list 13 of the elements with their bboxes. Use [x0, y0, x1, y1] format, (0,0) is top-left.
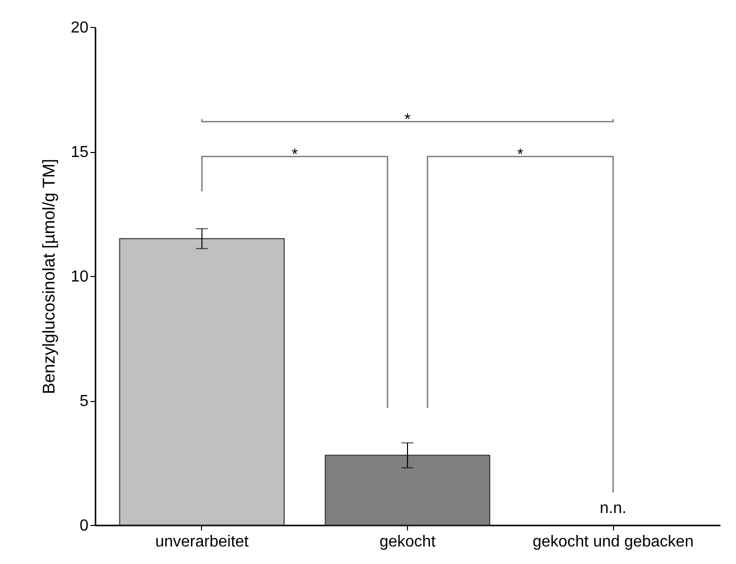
annotation: n.n. [600, 500, 626, 517]
annotation: * [292, 146, 298, 164]
annotation: * [517, 146, 524, 164]
x-tick-label: gekocht [379, 534, 436, 550]
y-tick-label: 10 [70, 268, 89, 286]
annotation: * [404, 112, 411, 129]
x-tick-label: unverarbeitet [155, 534, 250, 550]
y-tick-label: 20 [70, 20, 89, 36]
y-axis-title: Benzylglucosinolat [µmol/g TM] [40, 158, 59, 394]
y-tick-label: 0 [80, 518, 89, 534]
y-tick-label: 15 [70, 144, 89, 161]
x-tick-label: gekocht und gebacken [532, 534, 694, 550]
y-tick-label: 5 [80, 393, 89, 410]
